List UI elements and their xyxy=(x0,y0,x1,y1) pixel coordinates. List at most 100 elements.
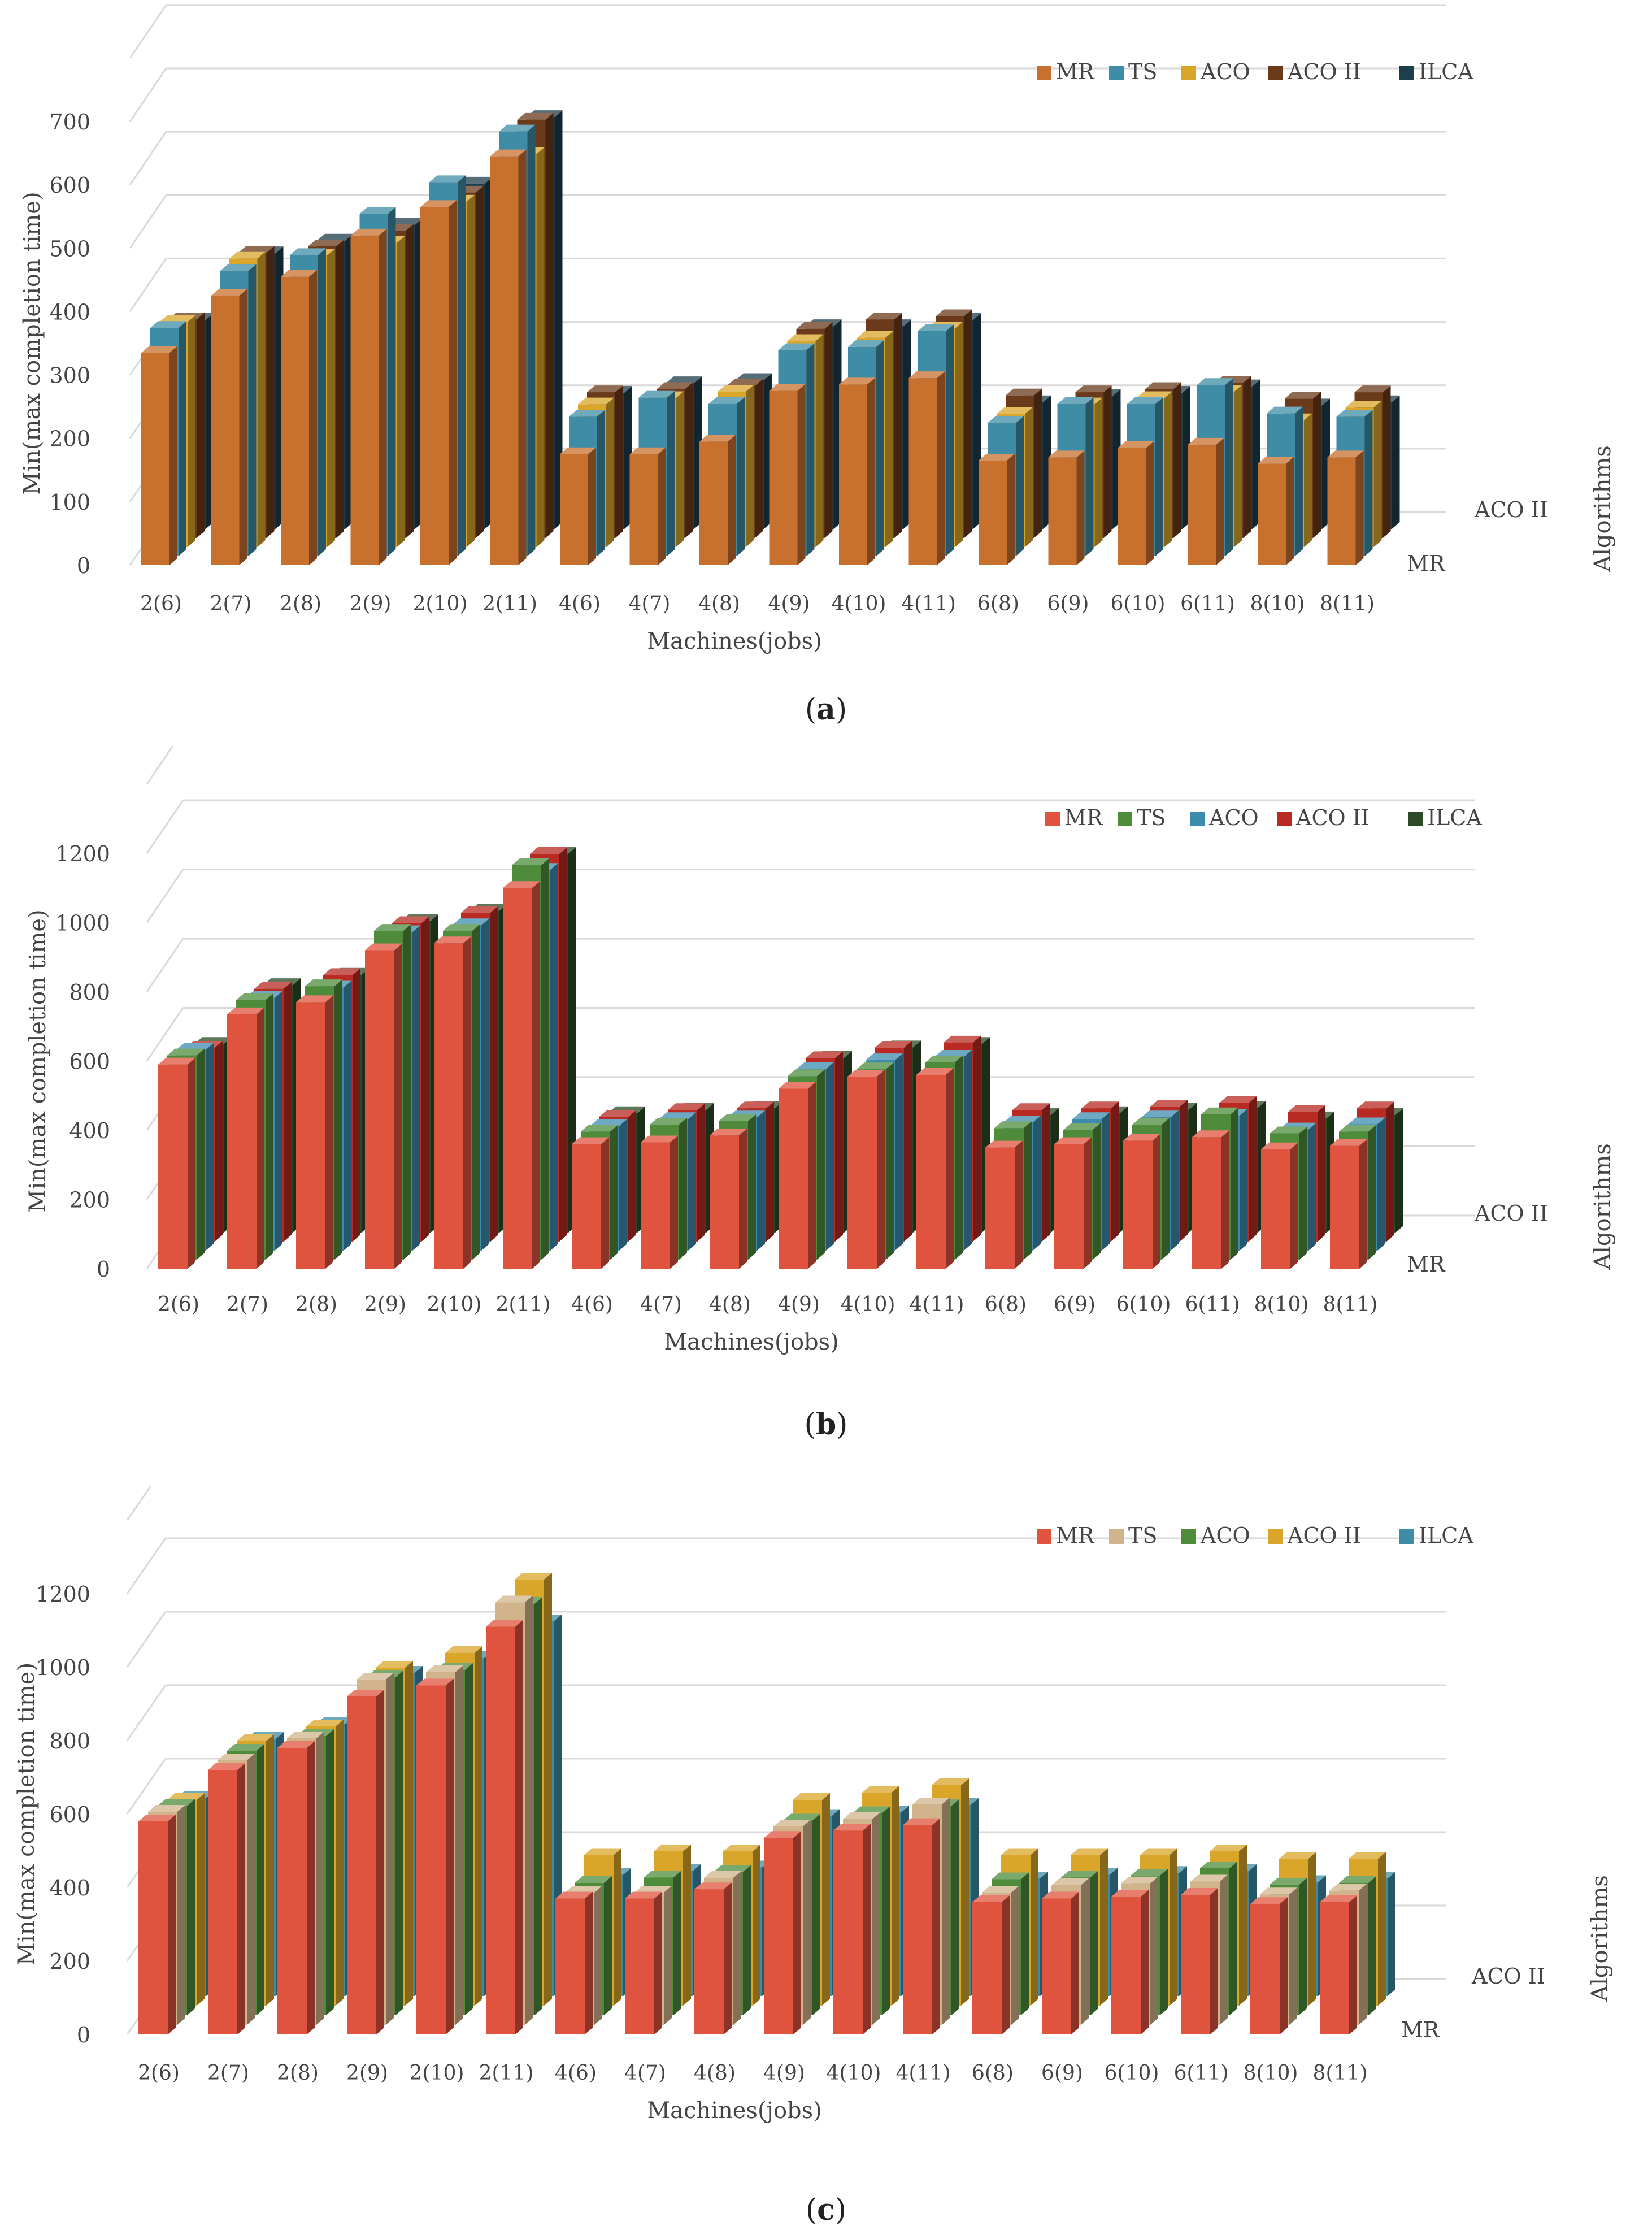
bar-top xyxy=(323,968,360,975)
y-tick-label: 400 xyxy=(69,1118,110,1143)
bar-side xyxy=(753,1845,760,2006)
bar-top xyxy=(287,1732,324,1738)
bar-top xyxy=(638,390,675,398)
bar-side xyxy=(1210,1888,1218,2034)
bar-side xyxy=(619,1119,627,1251)
bar xyxy=(1111,1890,1149,2034)
bar xyxy=(365,943,402,1269)
bar-top xyxy=(1051,1878,1089,1885)
bar xyxy=(1054,1137,1092,1269)
bar-side xyxy=(658,447,666,565)
bar-top xyxy=(988,416,1024,423)
bar-top xyxy=(305,979,342,987)
bar xyxy=(1258,457,1294,565)
bar-top xyxy=(416,1678,454,1686)
y-tick-label: 800 xyxy=(49,1729,90,1754)
bar-top xyxy=(503,881,540,888)
bar-side xyxy=(1299,1126,1307,1260)
bar-side xyxy=(472,924,480,1260)
bar-side xyxy=(197,1048,205,1260)
bar-top xyxy=(443,924,480,931)
bar-top xyxy=(167,1048,205,1056)
bar-front xyxy=(1181,1895,1210,2034)
bar-side xyxy=(664,1886,672,2025)
bar-side xyxy=(1076,450,1085,565)
bar-side xyxy=(379,228,387,565)
bar-side xyxy=(307,1741,315,2034)
x-tick-label: 6(9) xyxy=(1054,1293,1095,1316)
x-tick-label: 2(11) xyxy=(479,2062,534,2085)
bar-top xyxy=(572,1137,609,1144)
bar-side xyxy=(446,1678,454,2034)
bar-side xyxy=(951,1799,959,2015)
bar xyxy=(833,1824,871,2034)
legend-swatch xyxy=(1037,66,1051,80)
bar-side xyxy=(1240,1109,1247,1251)
y-tick-label: 0 xyxy=(97,1257,110,1282)
legend-item: ILCA xyxy=(1399,59,1473,84)
gridline-diagonal xyxy=(129,131,167,185)
y-tick-label: 0 xyxy=(77,2023,90,2047)
legend-item: MR xyxy=(1045,805,1103,830)
bar-side xyxy=(386,1673,394,2025)
x-tick-label: 2(11) xyxy=(496,1293,551,1316)
bar-side xyxy=(1071,1891,1079,2034)
legend-label: ILCA xyxy=(1427,805,1482,830)
bar-side xyxy=(746,385,754,547)
bar-side xyxy=(1231,1107,1238,1260)
gridline-diagonal xyxy=(146,800,184,854)
bar-side xyxy=(824,322,833,538)
x-axis-title: Machines(jobs) xyxy=(647,628,822,654)
x-tick-label: 8(10) xyxy=(1244,2062,1298,2085)
x-tick-label: 4(7) xyxy=(640,1293,682,1316)
bar-top xyxy=(875,1041,912,1048)
bar-side xyxy=(1359,1884,1367,2025)
bar xyxy=(1261,1142,1298,1269)
bar-side xyxy=(403,924,411,1260)
bar-side xyxy=(667,390,675,556)
bar-side xyxy=(1221,1130,1229,1269)
bar-side xyxy=(597,410,605,556)
x-tick-label: 4(10) xyxy=(827,2062,881,2085)
bar-side xyxy=(1150,1876,1158,2025)
bar-side xyxy=(405,1661,413,2006)
bar-side xyxy=(955,1055,963,1260)
bar-top xyxy=(1141,1110,1179,1118)
bar xyxy=(296,995,333,1269)
legend-swatch xyxy=(1268,66,1283,80)
bar-front xyxy=(572,1144,601,1269)
bar-side xyxy=(257,1007,264,1269)
bar-side xyxy=(266,993,273,1260)
bar-side xyxy=(904,1041,912,1242)
bar-top xyxy=(1339,1876,1376,1883)
bar-front xyxy=(208,1770,237,2034)
bar-side xyxy=(316,1732,324,2025)
bar-top xyxy=(934,1050,972,1057)
bar-side xyxy=(1249,1096,1257,1242)
bar-top xyxy=(1285,392,1321,399)
bar-side xyxy=(793,1831,801,2034)
legend-label: ACO II xyxy=(1295,805,1370,830)
bar xyxy=(1327,450,1364,565)
bar-front xyxy=(1250,1904,1280,2034)
x-tick-label: 6(10) xyxy=(1111,592,1166,615)
bar-top xyxy=(296,995,333,1003)
bar-top xyxy=(426,1665,463,1672)
bar-top xyxy=(452,918,489,926)
y-tick-label: 200 xyxy=(69,1188,110,1213)
gridline-diagonal xyxy=(146,938,184,992)
bar-top xyxy=(1320,1895,1357,1902)
bar-top xyxy=(1054,1137,1092,1144)
bar-top xyxy=(599,1110,636,1117)
bar-side xyxy=(755,379,763,538)
bars xyxy=(158,847,1403,1269)
bar-side xyxy=(1146,441,1154,565)
bar-top xyxy=(1339,1125,1376,1132)
bar-side xyxy=(1308,1122,1316,1251)
bar xyxy=(1192,1130,1229,1269)
depth-axis-label: MR xyxy=(1407,551,1446,576)
bar-top xyxy=(806,1051,843,1058)
bar-top xyxy=(847,1070,885,1077)
bar-side xyxy=(688,1112,696,1251)
bar-top xyxy=(769,384,806,391)
